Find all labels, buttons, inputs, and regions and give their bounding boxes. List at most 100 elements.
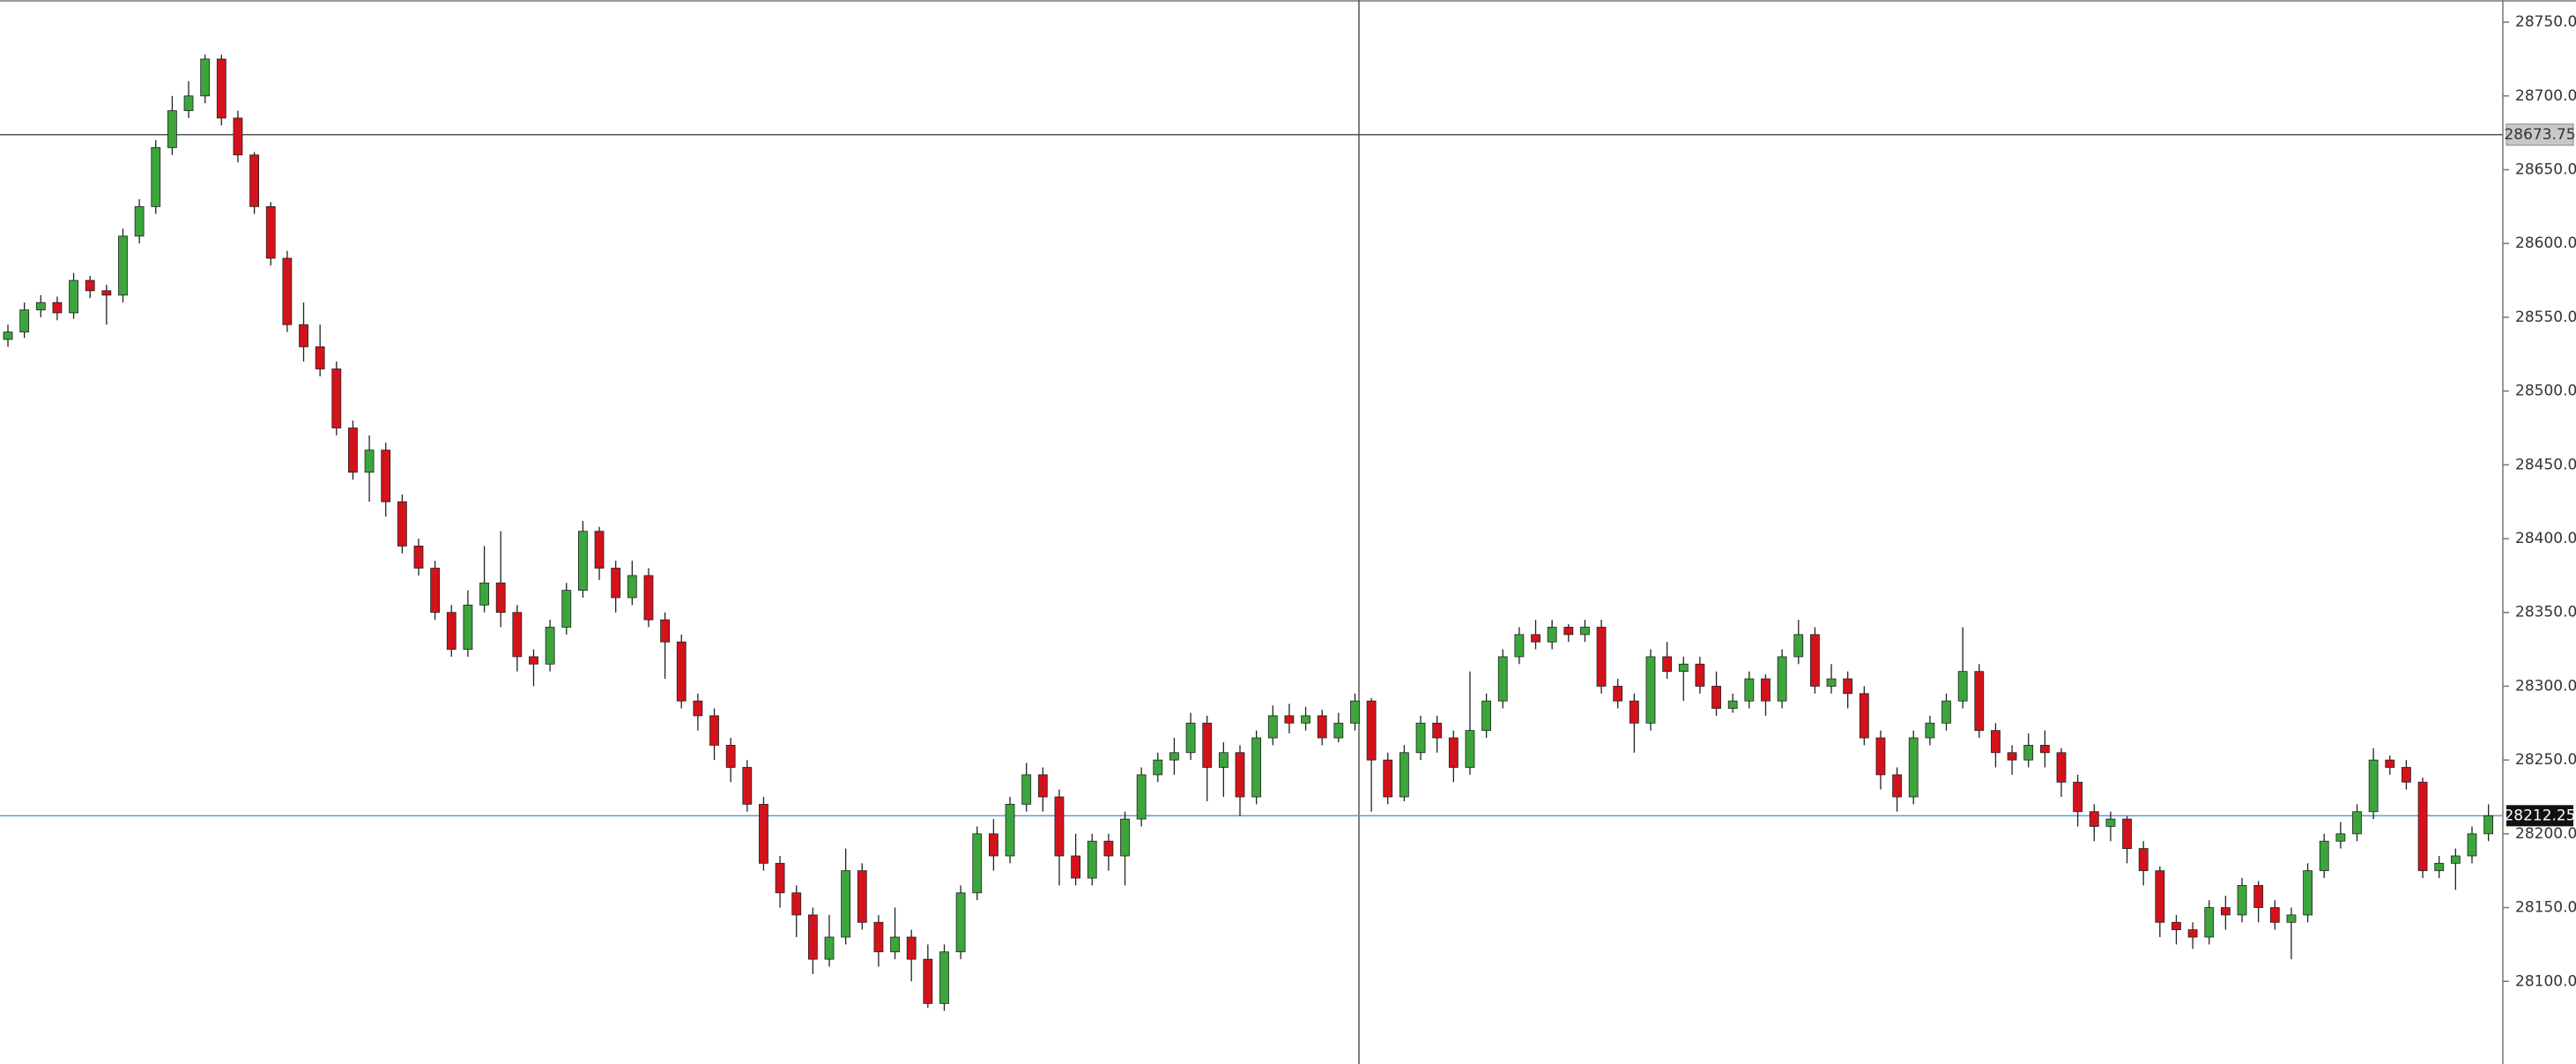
candle-body xyxy=(643,575,654,621)
candle-body xyxy=(1153,759,1163,776)
candle-body xyxy=(709,715,719,746)
y-tick-label: 28550.00 xyxy=(2515,309,2576,326)
candle-body xyxy=(2319,840,2329,872)
candle-body xyxy=(1563,627,1574,636)
crosshair-label: 28673.75 xyxy=(2504,126,2575,144)
candle-body xyxy=(1284,715,1295,724)
candle-body xyxy=(2039,745,2050,754)
candle-body xyxy=(2335,833,2346,842)
candle-body xyxy=(233,117,243,156)
candle-body xyxy=(594,531,605,569)
candle-body xyxy=(2253,885,2264,908)
candle-body xyxy=(183,95,194,111)
candle-body xyxy=(1744,678,1755,702)
candle-body xyxy=(348,428,358,473)
candle-body xyxy=(299,324,308,347)
candle-body xyxy=(495,582,506,614)
candle-body xyxy=(19,309,30,333)
y-tick-label: 28700.00 xyxy=(2515,87,2576,105)
candle-body xyxy=(1974,671,1985,732)
candle-body xyxy=(2368,759,2379,813)
candle-body xyxy=(857,870,867,923)
candle-body xyxy=(2483,815,2494,835)
candle-body xyxy=(1531,634,1540,643)
candle-body xyxy=(627,575,637,599)
candle-body xyxy=(1021,774,1032,805)
candle-body xyxy=(972,833,983,894)
candle-body xyxy=(2467,833,2477,857)
candle-body xyxy=(1596,627,1607,687)
candle-body xyxy=(611,568,621,599)
y-tick-label: 28600.00 xyxy=(2515,234,2576,252)
candle-body xyxy=(200,58,211,97)
candle-body xyxy=(1727,700,1738,709)
candle-body xyxy=(1185,722,1196,754)
candle-body xyxy=(1629,700,1639,724)
candle-body xyxy=(3,331,13,340)
candle-body xyxy=(397,501,407,547)
candle-body xyxy=(446,612,457,650)
candle-body xyxy=(118,235,128,296)
y-tick-label: 28100.00 xyxy=(2515,972,2576,990)
last-price-label: 28212.25 xyxy=(2504,807,2575,824)
candle-body xyxy=(101,290,112,296)
candle-body xyxy=(151,147,161,207)
candle-body xyxy=(1087,840,1097,879)
candle-body xyxy=(1235,752,1245,798)
candle-body xyxy=(35,301,46,310)
candle-body xyxy=(1301,715,1310,724)
candle-body xyxy=(1908,737,1919,798)
candle-body xyxy=(2171,921,2181,931)
candle-body xyxy=(2402,767,2411,783)
candle-body xyxy=(1925,722,1935,739)
candle-body xyxy=(1202,722,1213,768)
candle-body xyxy=(1432,722,1443,739)
candle-body xyxy=(824,936,835,960)
candle-body xyxy=(1399,752,1409,798)
candle-body xyxy=(807,914,818,960)
candle-body xyxy=(1777,656,1787,702)
y-tick-label: 28250.00 xyxy=(2515,751,2576,769)
candle-body xyxy=(249,154,260,207)
candle-body xyxy=(2303,870,2313,916)
candle-body xyxy=(660,619,670,643)
candle-body xyxy=(1662,656,1673,673)
candle-body xyxy=(939,951,949,1004)
candle-body xyxy=(1005,803,1015,857)
candle-body xyxy=(1383,759,1393,798)
candle-body xyxy=(1645,656,1656,724)
candle-body xyxy=(331,368,342,428)
candle-body xyxy=(216,58,226,119)
candle-body xyxy=(2237,885,2247,916)
candle-body xyxy=(52,301,63,314)
candle-body xyxy=(1843,678,1853,695)
candle-body xyxy=(1054,796,1065,857)
candle-body xyxy=(315,346,325,369)
candle-body xyxy=(85,279,95,292)
candle-body xyxy=(1497,656,1508,702)
candle-body xyxy=(1350,700,1360,724)
candle-body xyxy=(282,257,293,325)
candle-body xyxy=(1826,678,1837,687)
candle-body xyxy=(1448,737,1459,768)
candle-body xyxy=(1267,715,1278,739)
y-tick-label: 28750.00 xyxy=(2515,13,2576,31)
candle-body xyxy=(923,958,933,1004)
candle-body xyxy=(2089,811,2099,827)
candle-body xyxy=(841,870,851,938)
candle-body xyxy=(463,604,473,650)
candle-body xyxy=(2122,818,2132,849)
candle-body xyxy=(2269,907,2280,923)
candle-body xyxy=(1957,671,1968,702)
candle-body xyxy=(2450,855,2461,864)
candle-body xyxy=(512,612,523,658)
candle-body xyxy=(2007,752,2017,761)
candle-body xyxy=(791,892,802,916)
candle-body xyxy=(1941,700,1951,724)
candle-body xyxy=(693,700,703,717)
y-tick-label: 28350.00 xyxy=(2515,604,2576,621)
candle-body xyxy=(1317,715,1327,739)
